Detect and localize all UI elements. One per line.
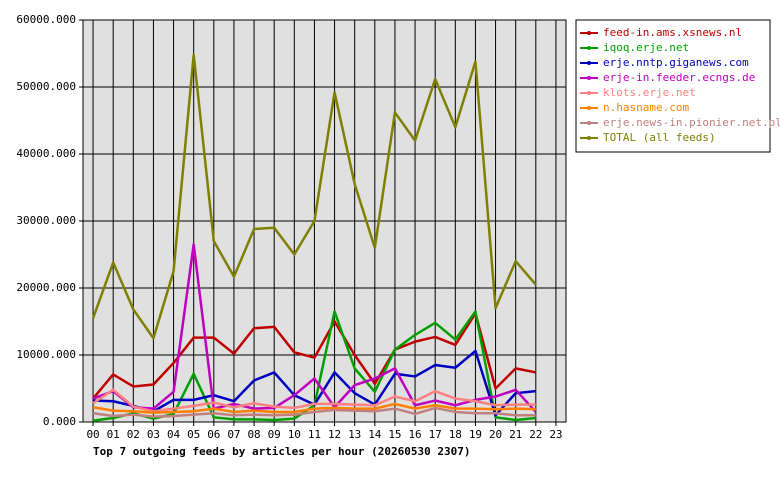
x-tick-label: 14 bbox=[368, 428, 382, 441]
legend-box bbox=[575, 19, 771, 153]
legend-label: feed-in.ams.xsnews.nl bbox=[603, 26, 742, 39]
legend-marker bbox=[587, 61, 591, 65]
series-line bbox=[92, 388, 536, 413]
y-tick-label: 60000.000 bbox=[16, 13, 76, 26]
legend-marker bbox=[587, 76, 591, 80]
legend-label: erje.nntp.giganews.com bbox=[603, 56, 749, 69]
y-tick-label: 50000.000 bbox=[16, 80, 76, 93]
legend-label: erje.news-in.pionier.net.pl bbox=[603, 116, 780, 129]
x-tick-label: 09 bbox=[268, 428, 281, 441]
legend-marker bbox=[587, 106, 591, 110]
y-tick-label: 0.000 bbox=[43, 415, 76, 428]
legend-marker bbox=[587, 91, 591, 95]
y-tick-label: 10000.000 bbox=[16, 348, 76, 361]
x-tick-label: 23 bbox=[549, 428, 562, 441]
x-tick-label: 22 bbox=[529, 428, 542, 441]
y-tick-label: 40000.000 bbox=[16, 147, 76, 160]
y-tick-label: 20000.000 bbox=[16, 281, 76, 294]
x-tick-label: 04 bbox=[167, 428, 181, 441]
series-line bbox=[92, 243, 537, 413]
x-tick-label: 16 bbox=[408, 428, 421, 441]
x-tick-label: 08 bbox=[247, 428, 260, 441]
series-line bbox=[91, 53, 537, 340]
x-tick-label: 03 bbox=[147, 428, 160, 441]
x-tick-label: 07 bbox=[227, 428, 240, 441]
series-line bbox=[92, 406, 536, 418]
x-tick-label: 06 bbox=[207, 428, 220, 441]
x-tick-label: 19 bbox=[469, 428, 482, 441]
x-tick-label: 11 bbox=[308, 428, 321, 441]
x-tick-label: 00 bbox=[86, 428, 99, 441]
x-tick-label: 21 bbox=[509, 428, 522, 441]
x-tick-label: 01 bbox=[107, 428, 120, 441]
x-tick-label: 13 bbox=[348, 428, 361, 441]
x-tick-label: 05 bbox=[187, 428, 200, 441]
legend-label: n.hasname.com bbox=[603, 101, 689, 114]
x-tick-label: 20 bbox=[489, 428, 502, 441]
x-tick-label: 17 bbox=[429, 428, 442, 441]
legend-marker bbox=[587, 31, 591, 35]
x-tick-label: 10 bbox=[288, 428, 301, 441]
x-tick-label: 02 bbox=[127, 428, 140, 441]
x-tick-label: 15 bbox=[388, 428, 401, 441]
chart-title: Top 7 outgoing feeds by articles per hou… bbox=[93, 445, 471, 458]
y-tick-label: 30000.000 bbox=[16, 214, 76, 227]
legend-marker bbox=[587, 46, 591, 50]
legend-label: TOTAL (all feeds) bbox=[603, 131, 716, 144]
x-tick-label: 18 bbox=[449, 428, 462, 441]
series-line bbox=[92, 402, 536, 414]
series-line bbox=[92, 312, 537, 400]
legend-label: iqoq.erje.net bbox=[603, 41, 689, 54]
legend-label: klots.erje.net bbox=[603, 86, 696, 99]
legend-marker bbox=[587, 136, 591, 140]
legend-label: erje-in.feeder.ecngs.de bbox=[603, 71, 755, 84]
x-tick-label: 12 bbox=[328, 428, 341, 441]
legend-marker bbox=[587, 121, 591, 125]
